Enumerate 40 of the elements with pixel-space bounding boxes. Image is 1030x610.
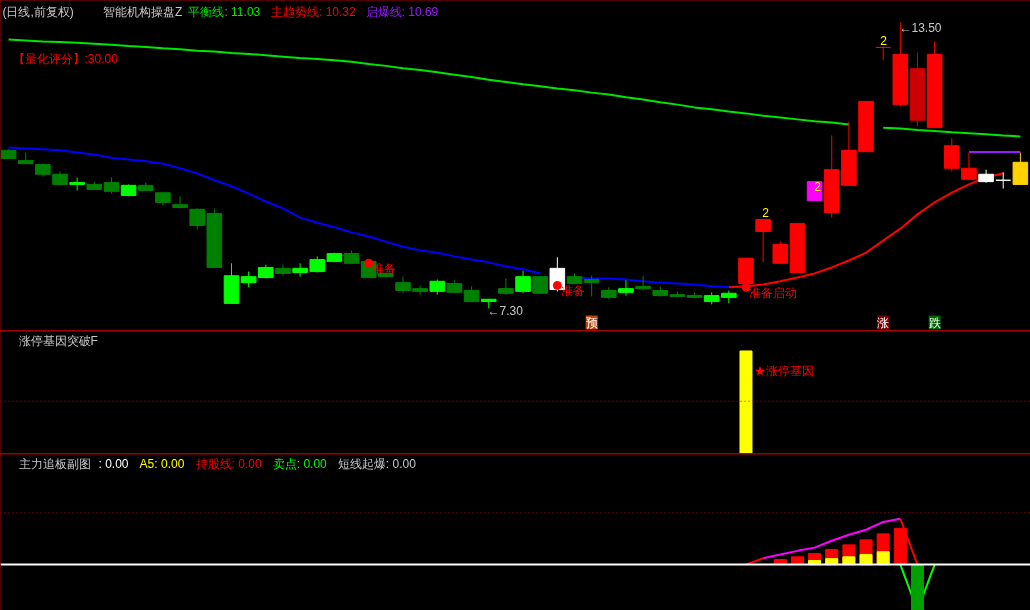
candlestick (498, 278, 514, 296)
candlestick (172, 195, 188, 209)
bar (790, 556, 804, 566)
chart-subtitle: 智能机构操盘Z (102, 4, 183, 19)
candlestick (995, 171, 1012, 190)
bar (910, 564, 924, 610)
annotation: ←13.50 (899, 20, 942, 35)
text: 主趋势线: 10.32 (270, 4, 356, 19)
x-tick-label: 涨 (877, 315, 890, 330)
candlestick (1012, 152, 1029, 185)
text: 启爆线: 10.69 (365, 4, 439, 19)
candlestick (944, 137, 960, 172)
candlestick (755, 218, 771, 263)
chart-title: 主力追板副图 (18, 456, 91, 471)
candlestick (515, 270, 531, 294)
text: 平衡线: 11.03 (188, 4, 261, 19)
annotation: 2 (814, 180, 822, 194)
text: 持股线: 0.00 (195, 456, 262, 471)
text: 短线起爆: 0.00 (337, 456, 417, 471)
annotation: 【量化评分】:30.00 (12, 51, 119, 66)
bar (842, 556, 856, 566)
x-tick-label: 预 (585, 315, 598, 330)
candlestick (635, 275, 651, 291)
text: A5: 0.00 (139, 456, 185, 471)
text: 卖点: 0.00 (272, 456, 328, 471)
bar (876, 551, 890, 566)
annotation: ←7.30 (487, 303, 524, 318)
annotation: 2 (762, 206, 770, 220)
x-tick-label: 跌 (928, 315, 941, 330)
candlestick (275, 264, 291, 277)
data-label: 准备启动 (749, 286, 798, 301)
candlestick (618, 279, 634, 297)
annotation: 2 (880, 34, 888, 48)
candlestick (583, 275, 600, 297)
data-label: 准备 (372, 262, 397, 277)
data-label: 准备 (560, 284, 585, 299)
bar (859, 554, 873, 566)
text: : 0.00 (98, 456, 129, 471)
chart-title: (日线,前复权) (2, 4, 74, 19)
candlestick (875, 46, 891, 61)
